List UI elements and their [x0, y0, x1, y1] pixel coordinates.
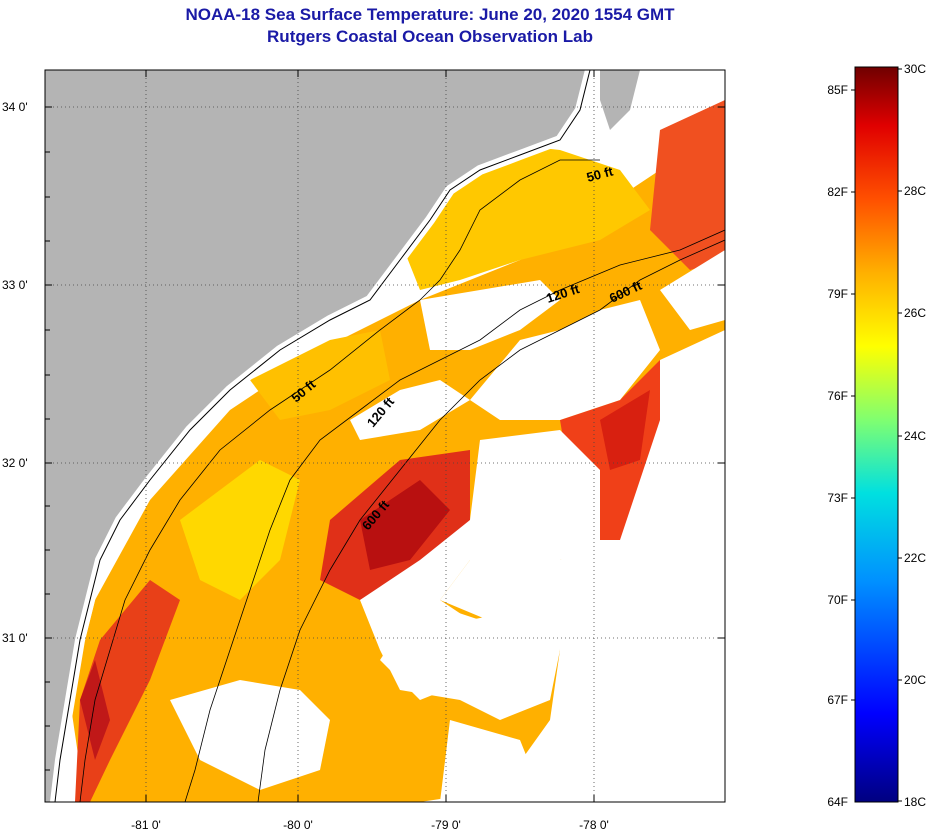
colorbar-c-label: 20C [904, 673, 926, 687]
colorbar-c-label: 28C [904, 184, 926, 198]
colorbar-f-label: 67F [827, 693, 848, 707]
lat-label: 32 0' [2, 456, 28, 470]
frame-ticks [45, 70, 725, 802]
isobath-120ft [184, 229, 725, 802]
contour-label: 50 ft [585, 163, 615, 185]
colorbar-f-label: 70F [827, 593, 848, 607]
colorbar-c-label: 30C [904, 62, 926, 76]
map-subtitle: Rutgers Coastal Ocean Observation Lab [267, 27, 593, 46]
lat-label: 31 0' [2, 631, 28, 645]
colorbar-c-label: 18C [904, 795, 926, 809]
colorbar-c-label: 26C [904, 306, 926, 320]
colorbar-f-label: 73F [827, 491, 848, 505]
cloud-mask [170, 250, 725, 802]
colorbar-c-label: 22C [904, 551, 926, 565]
lon-label: -80 0' [283, 818, 313, 832]
isobath-600ft [257, 239, 725, 802]
lat-label: 33 0' [2, 278, 28, 292]
map-area: 50 ft 120 ft 600 ft 50 ft 120 ft 600 ft [45, 70, 725, 802]
colorbar-ticks [851, 68, 902, 802]
land-north [600, 70, 640, 130]
colorbar-f-label: 82F [827, 185, 848, 199]
lat-label: 34 0' [2, 100, 28, 114]
map-frame [44, 69, 726, 803]
colorbar-c-label: 24C [904, 429, 926, 443]
graticule [45, 70, 725, 802]
coastline [54, 70, 591, 802]
land [45, 70, 590, 802]
colorbar-f-label: 64F [827, 795, 848, 809]
colorbar-f-label: 85F [827, 83, 848, 97]
lon-label: -81 0' [131, 818, 161, 832]
lon-label: -79 0' [431, 818, 461, 832]
colorbar [854, 66, 899, 803]
map-title: NOAA-18 Sea Surface Temperature: June 20… [185, 5, 675, 24]
colorbar-f-label: 79F [827, 287, 848, 301]
lon-label: -78 0' [579, 818, 609, 832]
isobath-50ft [79, 159, 600, 802]
colorbar-f-label: 76F [827, 389, 848, 403]
